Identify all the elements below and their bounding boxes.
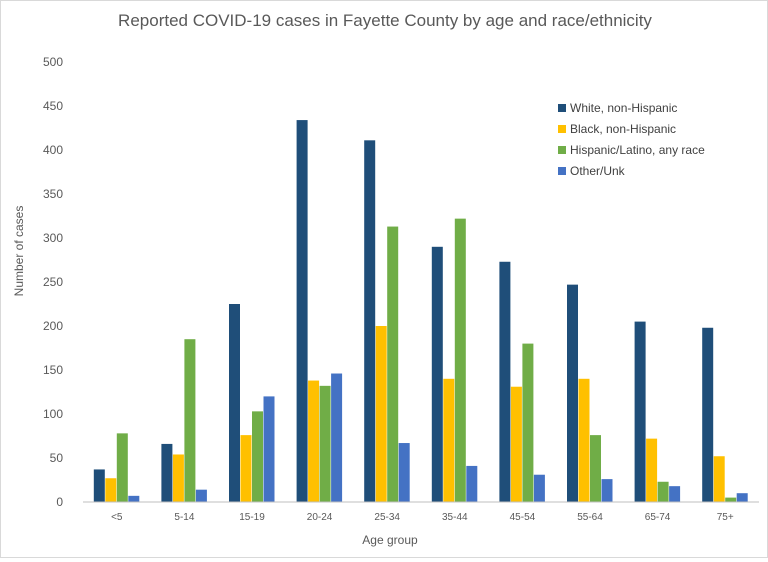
bar-<5-Black, non-Hispanic [105, 478, 117, 502]
bar-25-34-Other/Unk [398, 443, 410, 502]
y-tick-label: 200 [43, 319, 63, 333]
y-tick-label: 50 [50, 451, 64, 465]
bar-75+-Other/Unk [736, 493, 748, 502]
y-tick-label: 350 [43, 187, 63, 201]
x-tick-label: 55-64 [577, 512, 603, 523]
x-tick-label: 15-19 [239, 512, 265, 523]
legend: White, non-Hispanic Black, non-Hispanic Hi… [558, 101, 705, 178]
legend-swatch [558, 167, 566, 175]
bar-65-74-White, non-Hispanic [634, 321, 646, 502]
y-tick-label: 150 [43, 363, 63, 377]
x-axis-label: Age group [362, 533, 418, 547]
bar-35-44-White, non-Hispanic [431, 246, 443, 502]
bar-55-64-White, non-Hispanic [567, 284, 578, 502]
y-axis-label: Number of cases [12, 206, 26, 297]
bar-5-14-Other/Unk [195, 489, 207, 502]
bar-65-74-Other/Unk [669, 486, 681, 502]
bar-35-44-Hispanic/Latino, any race [454, 218, 466, 502]
bar-75+-Hispanic/Latino, any race [725, 497, 737, 502]
legend-label: Hispanic/Latino, any race [570, 143, 705, 157]
bar-5-14-Black, non-Hispanic [172, 454, 184, 502]
bar-25-34-Hispanic/Latino, any race [387, 226, 399, 502]
bar-65-74-Hispanic/Latino, any race [657, 481, 669, 502]
x-tick-label: 35-44 [442, 512, 468, 523]
bar-20-24-Hispanic/Latino, any race [319, 385, 331, 502]
bar-55-64-Other/Unk [601, 479, 613, 502]
bar-5-14-White, non-Hispanic [161, 443, 173, 502]
y-axis-ticks: 0 50 100 150 200 250 300 350 400 450 500 [43, 55, 63, 509]
bar-65-74-Black, non-Hispanic [646, 438, 658, 502]
bar-55-64-Black, non-Hispanic [578, 378, 590, 502]
bar-<5-White, non-Hispanic [93, 469, 105, 502]
y-tick-label: 400 [43, 143, 63, 157]
bar-25-34-White, non-Hispanic [364, 140, 376, 502]
bar-35-44-Black, non-Hispanic [443, 378, 455, 502]
bar-45-54-Other/Unk [533, 474, 545, 502]
bar-15-19-Other/Unk [263, 396, 275, 502]
bar-75+-Black, non-Hispanic [713, 456, 725, 502]
x-axis-ticks: <5 5-14 15-19 20-24 25-34 35-44 45-54 55-64 65-7… [111, 512, 734, 523]
legend-label: Other/Unk [570, 164, 626, 178]
bar-45-54-Black, non-Hispanic [510, 386, 522, 502]
legend-label: Black, non-Hispanic [570, 122, 676, 136]
legend-swatch [558, 125, 566, 133]
y-tick-label: 0 [56, 495, 63, 509]
bar-45-54-White, non-Hispanic [499, 261, 511, 502]
y-tick-label: 250 [43, 275, 63, 289]
bar-<5-Hispanic/Latino, any race [116, 433, 128, 502]
bar-20-24-White, non-Hispanic [296, 120, 308, 502]
bar-20-24-Other/Unk [331, 373, 343, 502]
x-tick-label: <5 [111, 512, 123, 523]
bar-15-19-Black, non-Hispanic [240, 435, 252, 502]
legend-swatch [558, 146, 566, 154]
bar-20-24-Black, non-Hispanic [308, 380, 320, 502]
bar-5-14-Hispanic/Latino, any race [184, 339, 196, 502]
y-tick-label: 500 [43, 55, 63, 69]
bar-15-19-White, non-Hispanic [229, 304, 240, 502]
legend-swatch [558, 104, 566, 112]
x-tick-label: 25-34 [374, 512, 400, 523]
x-tick-label: 75+ [717, 512, 734, 523]
legend-label: White, non-Hispanic [570, 101, 677, 115]
x-tick-label: 45-54 [510, 512, 536, 523]
x-tick-label: 65-74 [645, 512, 671, 523]
bars [93, 120, 748, 502]
bar-45-54-Hispanic/Latino, any race [522, 343, 534, 502]
bar-25-34-Black, non-Hispanic [375, 326, 387, 502]
chart-title: Reported COVID-19 cases in Fayette Count… [118, 11, 652, 30]
bar-<5-Other/Unk [128, 495, 140, 502]
y-tick-label: 300 [43, 231, 63, 245]
x-tick-label: 5-14 [174, 512, 194, 523]
x-tick-label: 20-24 [307, 512, 333, 523]
bar-55-64-Hispanic/Latino, any race [590, 435, 601, 502]
bar-35-44-Other/Unk [466, 465, 478, 502]
y-tick-label: 100 [43, 407, 63, 421]
y-tick-label: 450 [43, 99, 63, 113]
bar-75+-White, non-Hispanic [702, 327, 714, 502]
bar-15-19-Hispanic/Latino, any race [252, 411, 263, 502]
